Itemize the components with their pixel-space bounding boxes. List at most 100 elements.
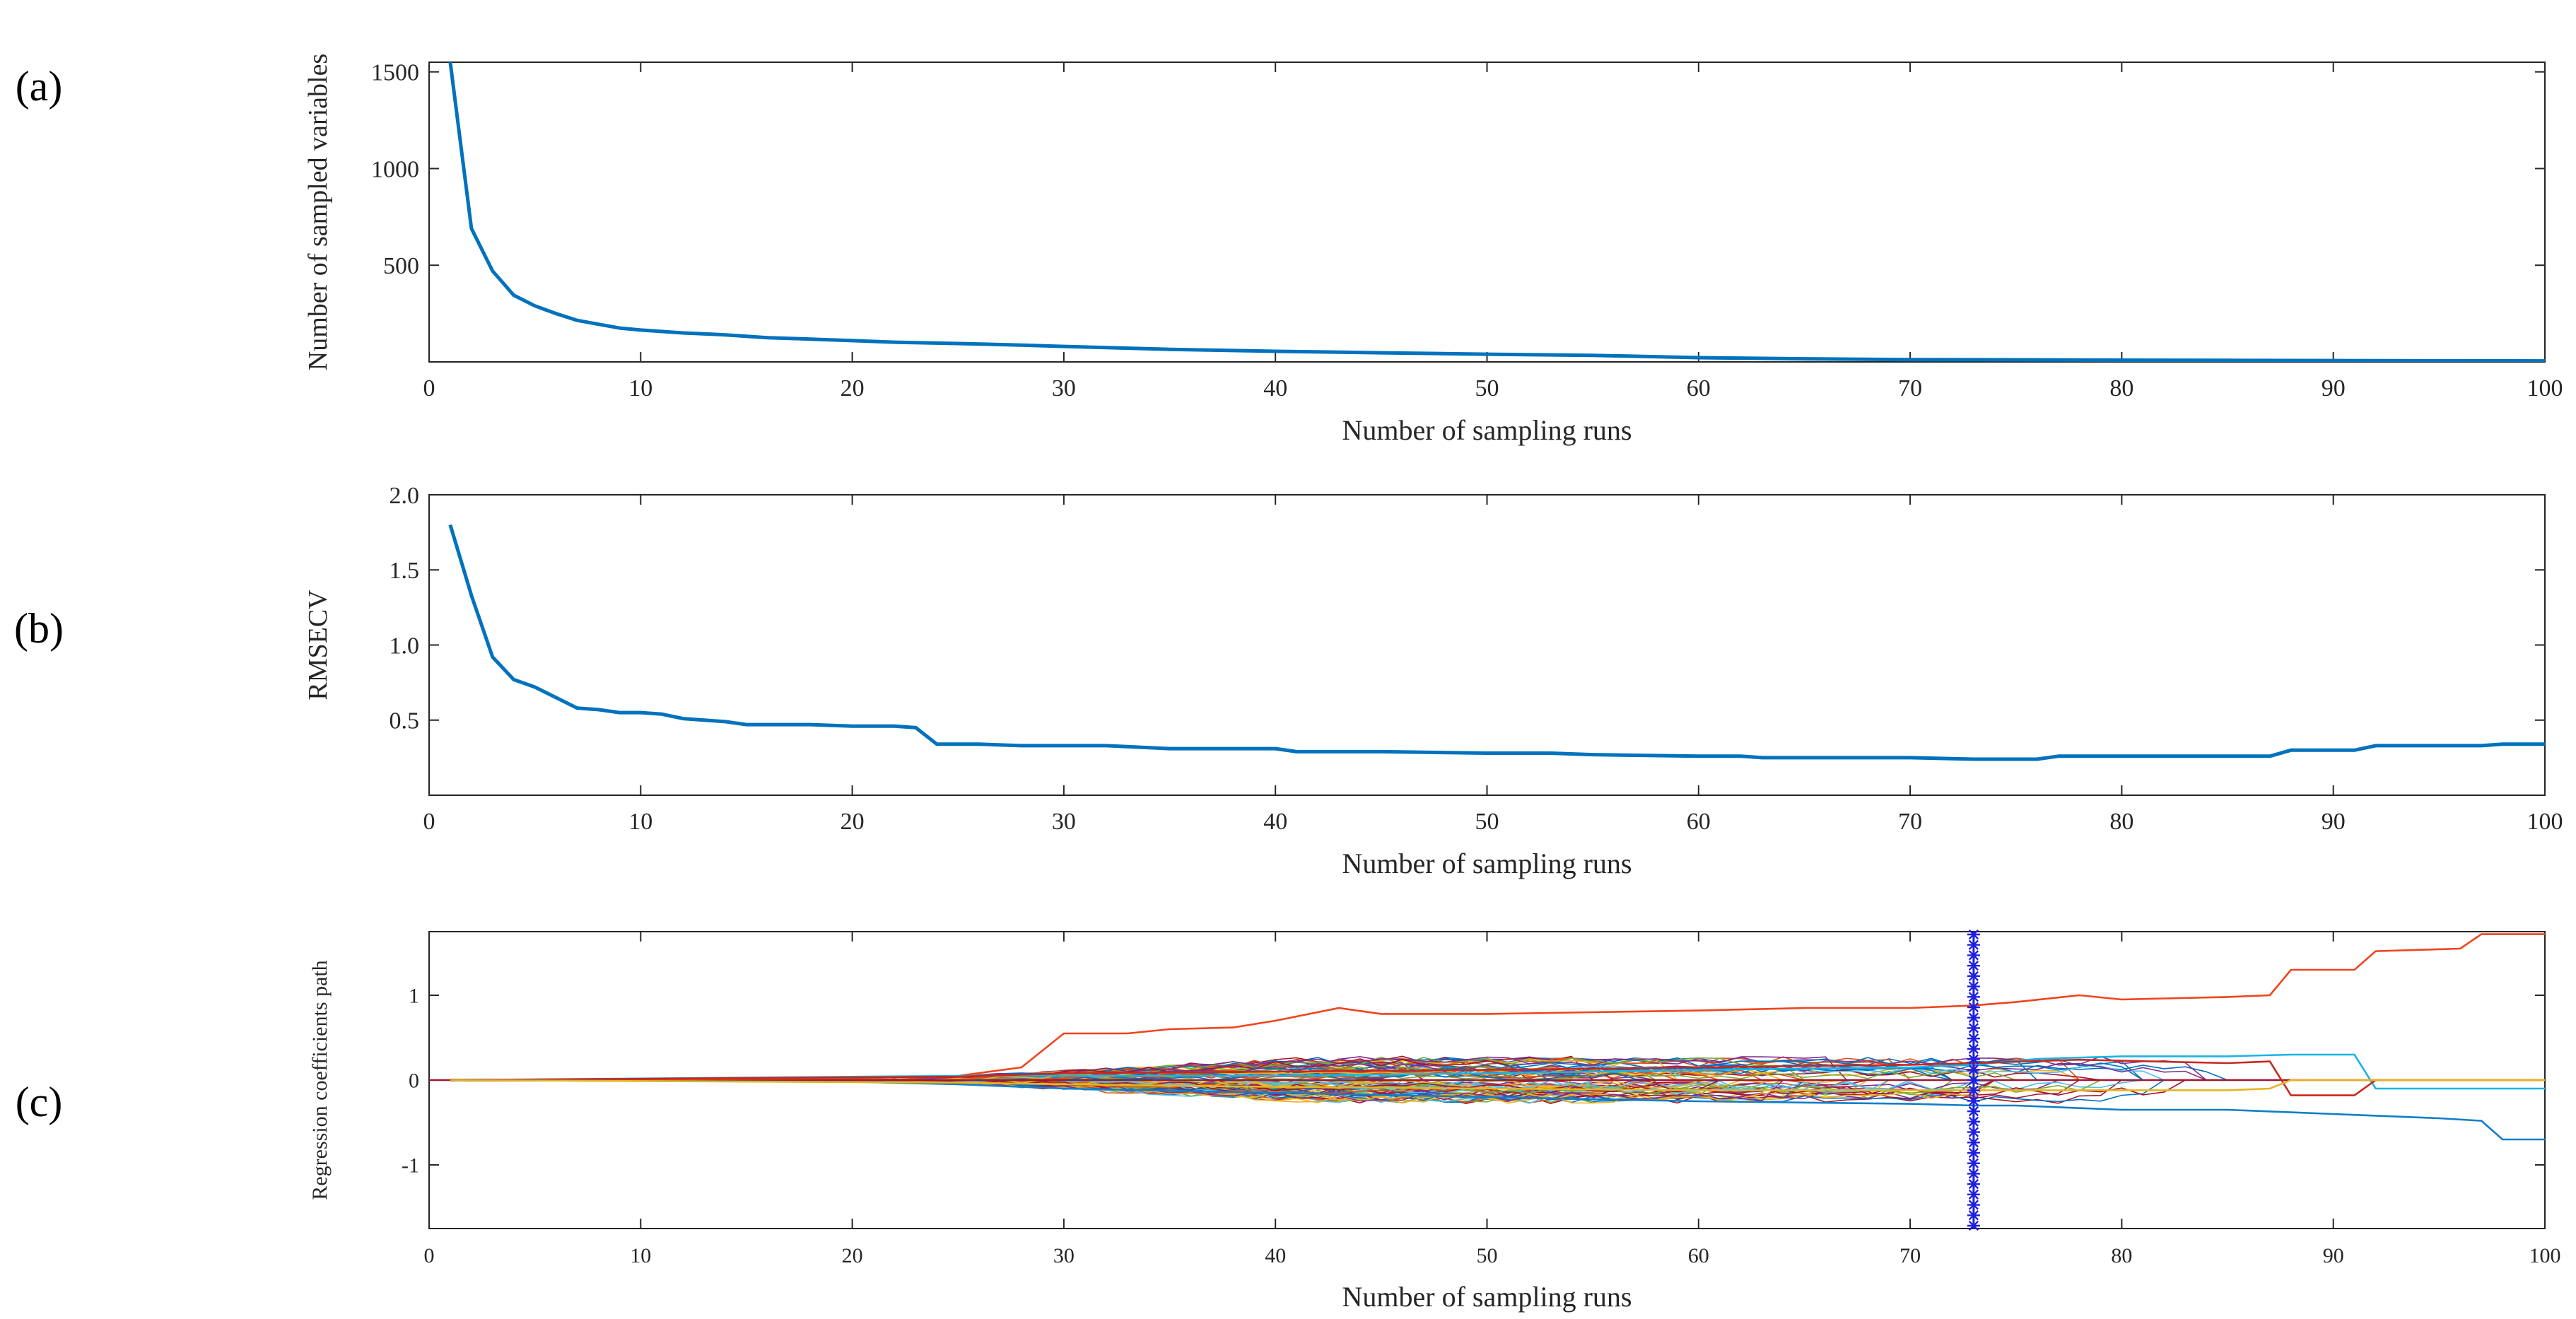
marker-stroke-d2 [1968, 1033, 1979, 1044]
optimal-run-marker [1967, 1210, 1980, 1221]
x-tick-label: 90 [2322, 375, 2346, 401]
marker-stroke-d2 [1968, 1127, 1979, 1137]
optimal-run-marker [1967, 1189, 1980, 1200]
chart-a: 0 10 20 30 40 50 60 70 80 90 100 500 1000 1500 Number … [303, 54, 2563, 446]
optimal-run-marker [1967, 1158, 1980, 1168]
axes-box-a [428, 61, 2546, 363]
x-tick-label: 20 [841, 375, 865, 401]
optimal-run-marker [1967, 1043, 1980, 1055]
y-tick-label: 2.0 [390, 483, 420, 509]
optimal-run-marker [1967, 1200, 1980, 1210]
plot-area-a [448, 62, 2545, 362]
x-tick-label: 0 [424, 1244, 435, 1267]
optimal-run-marker [1967, 1147, 1980, 1159]
optimal-run-marker [1967, 929, 1980, 940]
optimal-run-marker [1967, 1002, 1980, 1013]
x-tick-label: 40 [1263, 809, 1287, 835]
plot-area-b [448, 524, 2545, 761]
marker-stroke-d2 [1968, 1116, 1979, 1127]
x-tick-label: 60 [1688, 1244, 1709, 1267]
marker-stroke-d2 [1968, 1200, 1979, 1210]
x-tick-label: 40 [1263, 375, 1287, 401]
optimal-run-marker [1967, 981, 1980, 992]
y-tick-label: 0.5 [390, 708, 420, 734]
y-tick-label: 1500 [371, 60, 419, 86]
panel-label-b: (b) [14, 605, 64, 652]
optimal-run-marker [1967, 1074, 1980, 1086]
x-tick-label: 50 [1475, 809, 1499, 835]
y-tick-label: 500 [383, 253, 419, 279]
y-tick-label: 1.0 [390, 633, 420, 659]
optimal-run-marker [1967, 1127, 1980, 1137]
series-line-2 [450, 1053, 2545, 1090]
x-tick-label: 80 [2109, 375, 2133, 401]
optimal-run-marker [1967, 1106, 1980, 1117]
x-tick-label: 10 [630, 1244, 651, 1267]
x-tick-label: 0 [423, 809, 435, 835]
x-tick-label: 90 [2323, 1244, 2344, 1267]
x-tick-label: 60 [1687, 375, 1711, 401]
x-tick-label: 10 [628, 809, 652, 835]
marker-stroke-d2 [1968, 1043, 1979, 1055]
x-tick-label: 100 [2527, 375, 2563, 401]
x-tick-label: 100 [2529, 1244, 2561, 1267]
marker-stroke-d2 [1968, 1137, 1979, 1148]
marker-stroke-d2 [1968, 1158, 1979, 1168]
y-axis-label: RMSECV [303, 590, 333, 700]
marker-stroke-d2 [1968, 1074, 1979, 1086]
optimal-run-marker [1967, 960, 1980, 971]
chart-c: 0 10 20 30 40 50 60 70 80 90 100 -1 0 1 Number of samp… [308, 929, 2561, 1313]
x-tick-label: 100 [2527, 809, 2563, 835]
optimal-run-marker [1967, 1054, 1980, 1065]
marker-stroke-d2 [1968, 1147, 1979, 1159]
x-tick-label: 80 [2109, 809, 2133, 835]
optimal-run-marker [1967, 992, 1980, 1002]
optimal-run-marker [1967, 1178, 1980, 1190]
x-tick-label: 80 [2111, 1244, 2132, 1267]
marker-stroke-d2 [1968, 981, 1979, 992]
optimal-run-marker [1967, 971, 1980, 982]
marker-stroke-d2 [1968, 1220, 1979, 1231]
optimal-run-marker [1967, 1033, 1980, 1044]
optimal-run-marker [1967, 1096, 1980, 1106]
x-axis-label: Number of sampling runs [1342, 1281, 1632, 1313]
plot-area-c [429, 933, 2545, 1141]
axes-box-b [428, 494, 2546, 796]
x-tick-label: 50 [1475, 375, 1499, 401]
optimal-run-marker [1967, 1116, 1980, 1127]
y-tick-label: 1 [409, 985, 419, 1008]
x-tick-label: 10 [628, 375, 652, 401]
x-tick-label: 50 [1477, 1244, 1498, 1267]
optimal-run-marker [1967, 1012, 1980, 1023]
x-tick-label: 70 [1899, 1244, 1921, 1267]
x-tick-label: 30 [1053, 1244, 1075, 1267]
marker-stroke-d2 [1968, 1210, 1979, 1221]
series-line-a [448, 62, 2545, 362]
marker-stroke-d2 [1968, 992, 1979, 1002]
panel-label-c: (c) [15, 1079, 63, 1125]
x-tick-label: 20 [842, 1244, 863, 1267]
marker-stroke-d2 [1968, 1012, 1979, 1023]
marker-stroke-d2 [1968, 1054, 1979, 1065]
marker-stroke-d2 [1968, 1002, 1979, 1013]
marker-stroke-d2 [1968, 1106, 1979, 1117]
optimal-run-marker [1967, 1137, 1980, 1148]
panel-label-a: (a) [15, 63, 63, 110]
optimal-run-marker [1967, 1023, 1980, 1033]
y-tick-label: 1.5 [390, 558, 420, 584]
optimal-run-marker [1967, 1220, 1980, 1231]
series-line-b [448, 524, 2545, 761]
x-axis-label: Number of sampling runs [1342, 848, 1632, 879]
y-axis-label: Number of sampled variables [303, 54, 333, 370]
marker-stroke-d2 [1968, 1096, 1979, 1106]
optimal-run-marker [1967, 950, 1980, 961]
series-line-5 [450, 1079, 2545, 1091]
x-tick-label: 40 [1265, 1244, 1286, 1267]
series-line-1 [450, 933, 2545, 1081]
marker-stroke-d2 [1968, 960, 1979, 971]
marker-stroke-d2 [1968, 950, 1979, 961]
optimal-run-marker [1967, 939, 1980, 950]
marker-stroke-d2 [1968, 971, 1979, 982]
marker-stroke-d2 [1968, 1168, 1979, 1179]
